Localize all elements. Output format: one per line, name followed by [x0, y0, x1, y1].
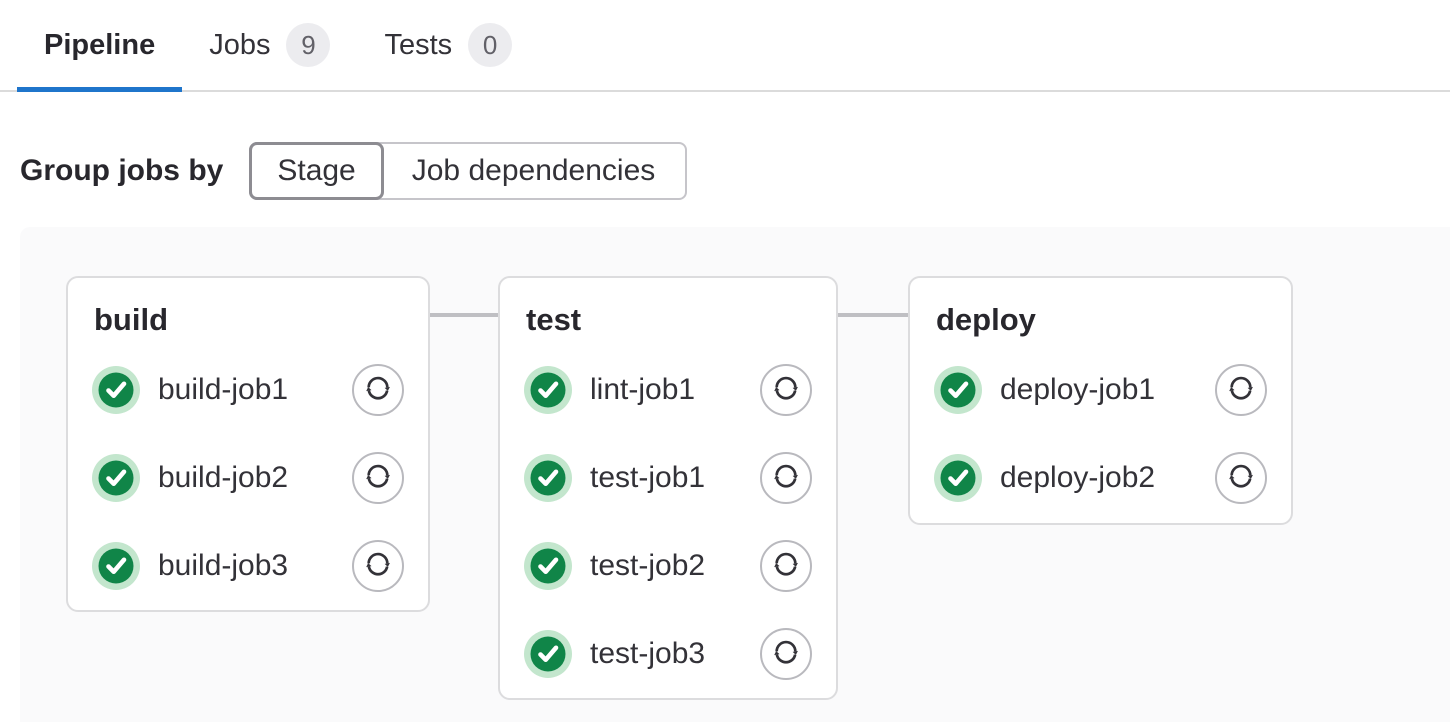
status-success-icon	[92, 542, 140, 590]
retry-job-button[interactable]	[760, 628, 812, 680]
retry-job-button[interactable]	[352, 364, 404, 416]
status-success-icon	[524, 454, 572, 502]
job-name: build-job1	[158, 373, 288, 407]
job-pill[interactable]: lint-job1	[524, 366, 812, 414]
retry-icon	[771, 374, 801, 407]
status-success-icon	[92, 366, 140, 414]
retry-icon	[1226, 374, 1256, 407]
retry-job-button[interactable]	[352, 540, 404, 592]
tab-pipeline[interactable]: Pipeline	[17, 0, 182, 90]
job-name: deploy-job1	[1000, 373, 1155, 407]
status-success-icon	[934, 366, 982, 414]
job-pill[interactable]: build-job2	[92, 454, 404, 502]
retry-icon	[1226, 462, 1256, 495]
stage-title: test	[526, 302, 812, 338]
stage-column-deploy: deploy deploy-job1 deploy-job2	[908, 276, 1293, 525]
stage-title: deploy	[936, 302, 1267, 338]
status-success-icon	[524, 366, 572, 414]
tab-pipeline-label: Pipeline	[44, 29, 155, 62]
job-name: deploy-job2	[1000, 461, 1155, 495]
job-pill[interactable]: test-job2	[524, 542, 812, 590]
stage-connector-line	[838, 313, 908, 317]
job-pill[interactable]: build-job1	[92, 366, 404, 414]
job-pill[interactable]: test-job3	[524, 630, 812, 678]
stage-column-build: build build-job1 build-job2	[66, 276, 430, 612]
group-by-stage-button[interactable]: Stage	[249, 142, 383, 200]
job-name: test-job2	[590, 549, 705, 583]
job-pill[interactable]: deploy-job1	[934, 366, 1267, 414]
tab-jobs[interactable]: Jobs 9	[182, 0, 357, 90]
retry-job-button[interactable]	[760, 452, 812, 504]
retry-job-button[interactable]	[760, 364, 812, 416]
job-pill[interactable]: build-job3	[92, 542, 404, 590]
stage-title: build	[94, 302, 404, 338]
status-success-icon	[524, 630, 572, 678]
pipeline-graph-canvas: build build-job1 build-job2	[20, 227, 1450, 722]
tab-tests-label: Tests	[384, 29, 452, 62]
stage-connector-line	[430, 313, 498, 317]
retry-icon	[363, 550, 393, 583]
status-success-icon	[934, 454, 982, 502]
group-by-job-dependencies-button[interactable]: Job dependencies	[382, 144, 686, 198]
tab-jobs-label: Jobs	[209, 29, 270, 62]
retry-job-button[interactable]	[1215, 452, 1267, 504]
status-success-icon	[524, 542, 572, 590]
tab-tests[interactable]: Tests 0	[357, 0, 539, 90]
group-by-segmented-control: Stage Job dependencies	[249, 142, 687, 200]
pipeline-tabs: Pipeline Jobs 9 Tests 0	[0, 0, 1450, 92]
job-name: test-job1	[590, 461, 705, 495]
tests-count-badge: 0	[468, 23, 512, 67]
jobs-count-badge: 9	[286, 23, 330, 67]
job-pill[interactable]: deploy-job2	[934, 454, 1267, 502]
job-name: build-job2	[158, 461, 288, 495]
retry-job-button[interactable]	[1215, 364, 1267, 416]
job-pill[interactable]: test-job1	[524, 454, 812, 502]
status-success-icon	[92, 454, 140, 502]
retry-icon	[363, 462, 393, 495]
retry-icon	[771, 462, 801, 495]
retry-job-button[interactable]	[760, 540, 812, 592]
group-jobs-by-control: Group jobs by Stage Job dependencies	[20, 142, 687, 200]
job-name: build-job3	[158, 549, 288, 583]
retry-icon	[771, 550, 801, 583]
job-name: lint-job1	[590, 373, 695, 407]
job-name: test-job3	[590, 637, 705, 671]
retry-job-button[interactable]	[352, 452, 404, 504]
group-jobs-by-label: Group jobs by	[20, 154, 223, 188]
retry-icon	[363, 374, 393, 407]
retry-icon	[771, 638, 801, 671]
stage-column-test: test lint-job1 test-job1	[498, 276, 838, 700]
